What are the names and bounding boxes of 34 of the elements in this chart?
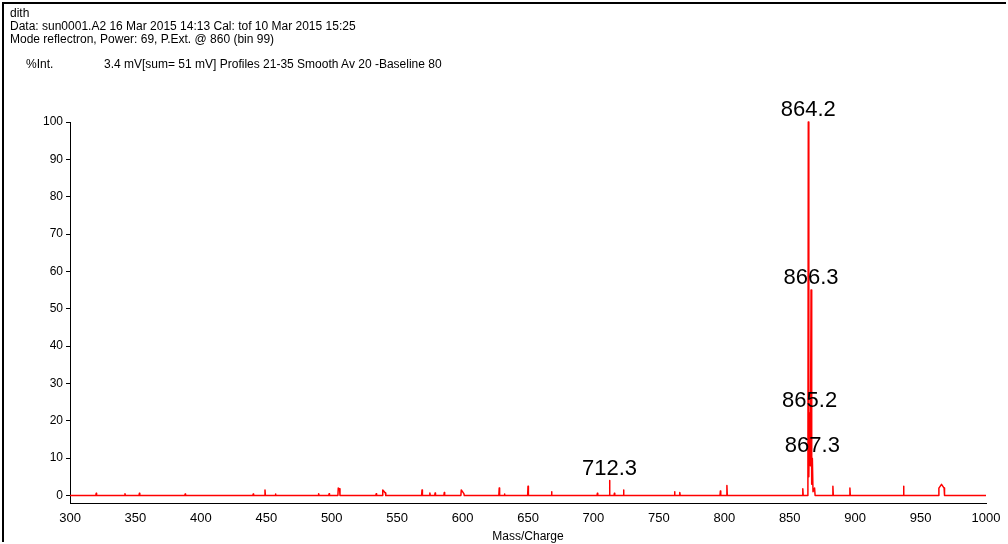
y-tick-label: 100 [42,114,64,129]
x-tick-label: 950 [909,510,932,526]
chart-subtitle: Data: sun0001.A2 16 Mar 2015 14:13 Cal: tof 10 Mar 2015 15:25 [10,19,356,33]
y-tick-label: 0 [56,487,64,502]
x-tick-label: 900 [844,510,866,526]
y-tick-label: 50 [49,301,64,316]
text: Mode reflectron, Power: 69, P.Ext. @ 860 (bin 99) [10,32,275,46]
y-tick-label: 40 [49,338,64,353]
x-tick-label: 800 [713,510,736,526]
annotation: 864.2 [780,96,836,122]
y-tick-label: 70 [49,226,64,241]
x-tick-label: 650 [517,510,539,526]
annotation: 712.3 [582,454,638,480]
x-tick-label: 500 [320,510,343,526]
y-tick-label: 30 [49,375,64,390]
x-tick-label: 350 [124,510,147,526]
y-tick-label: 10 [49,450,64,465]
x-tick-label: 850 [778,510,801,526]
y-tick-label: 80 [49,189,64,204]
x-tick-label: 600 [451,510,474,526]
chart-title: dith [10,6,30,20]
x-tick-label: 400 [190,510,212,526]
y-tick-label: 90 [49,151,64,166]
x-tick-label: 1000 [971,510,1001,526]
x-tick-label: 700 [582,510,605,526]
x-tick-label: 550 [386,510,409,526]
y-tick-label: 20 [49,413,64,428]
x-tick-label: 300 [59,510,81,526]
y-tick-label: 60 [49,263,64,278]
y-axis-title: %Int. [26,57,54,71]
text: 3.4 mV[sum= 51 mV] Profiles 21-35 Smooth Av 20 -Baseline 80 [104,57,442,71]
x-tick-label: 450 [255,510,278,526]
x-axis-title: Mass/Charge [492,529,565,544]
x-tick-label: 750 [648,510,670,526]
